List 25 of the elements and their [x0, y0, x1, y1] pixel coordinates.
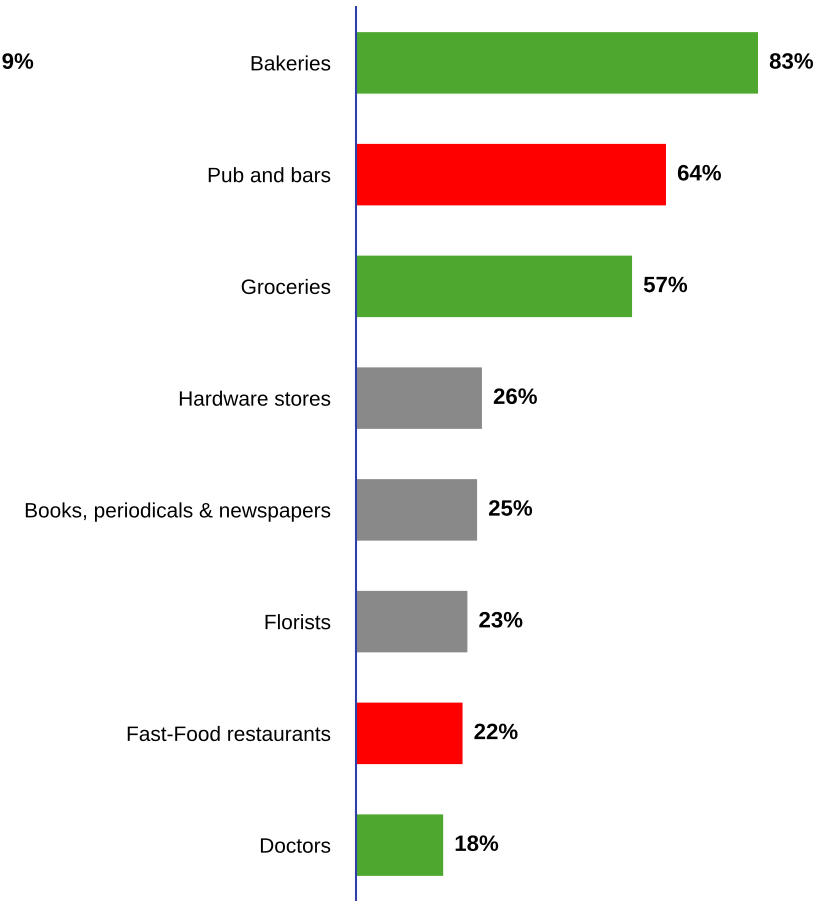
bar [356, 367, 482, 429]
y-tick-label: Fast-Food restaurants [128, 726, 330, 742]
y-tick-label: Groceries [242, 278, 330, 294]
y-tick-label: Florists [266, 614, 330, 630]
y-tick-label: Books, periodicals & newspapers [26, 502, 330, 522]
bar [356, 479, 478, 541]
data-label: 57% [644, 276, 688, 292]
y-tick-label: Pub and bars [208, 167, 330, 182]
data-label: 23% [479, 612, 522, 628]
text: 9% [2, 53, 34, 69]
bar [356, 590, 468, 652]
bar [356, 814, 444, 876]
data-label: 25% [488, 500, 532, 516]
y-tick-label: Doctors [260, 838, 330, 853]
y-tick-label: Bakeries [252, 55, 330, 71]
bar [356, 32, 758, 94]
y-tick-label: Hardware stores [180, 390, 330, 406]
bar [356, 144, 666, 206]
data-label: 83% [770, 53, 814, 69]
data-label: 64% [678, 164, 721, 181]
bar [356, 256, 632, 318]
data-label: 18% [456, 835, 498, 852]
data-label: 22% [474, 724, 518, 740]
bar [356, 702, 463, 764]
data-label: 26% [494, 388, 537, 404]
